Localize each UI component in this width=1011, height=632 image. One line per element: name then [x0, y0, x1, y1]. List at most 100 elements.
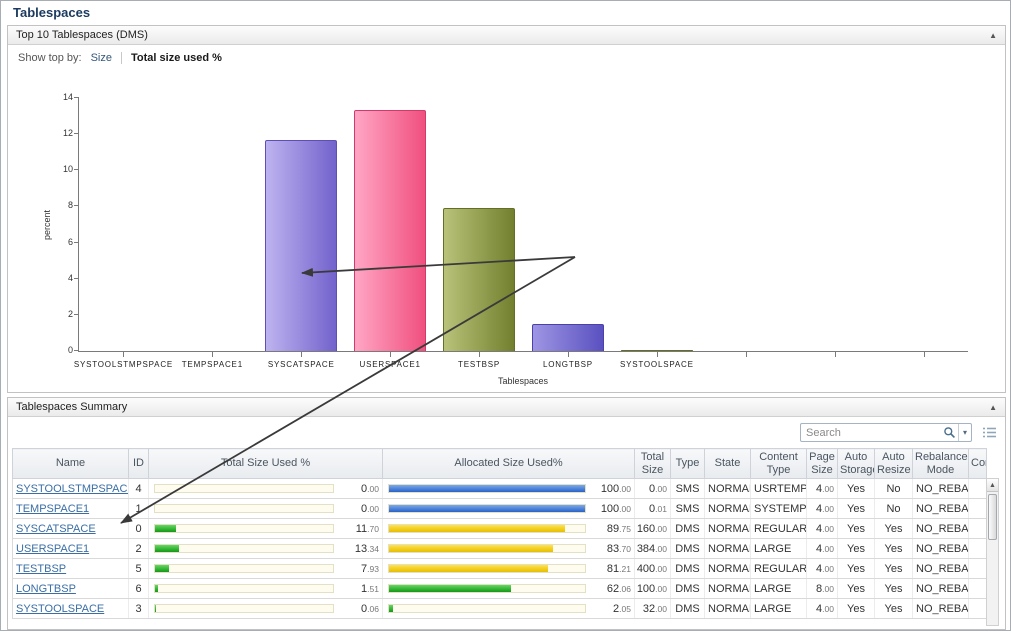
table-toolbar: ▾ [8, 417, 1005, 448]
cell-content_type: SYSTEMP [750, 498, 807, 519]
table-row[interactable]: SYSTOOLSTMPSPACE 4 0.00 100.00 0.00 SMS NORMAL… [12, 478, 987, 499]
cell-auto_resize: No [874, 498, 913, 519]
tablespace-link[interactable]: TEMPSPACE1 [16, 502, 90, 515]
column-header-type[interactable]: Type [670, 448, 705, 479]
tablespaces-table: Name ID Total Size Used % Allocated Size Us… [12, 448, 987, 619]
cell-total_size_used_pct: 0.00 [148, 498, 383, 519]
chart-bar-syscatspace[interactable] [265, 139, 338, 351]
y-tick-label: 8 [67, 200, 73, 211]
chart-bar-systoolspace[interactable] [620, 349, 693, 351]
cell-id: 6 [128, 578, 149, 599]
bar-track [154, 504, 334, 513]
top10-panel: Top 10 Tablespaces (DMS) ▲ Show top by: … [7, 25, 1006, 393]
cell-con [968, 558, 987, 579]
search-input[interactable] [801, 426, 941, 439]
cell-id: 0 [128, 518, 149, 539]
table-row[interactable]: USERSPACE1 2 13.34 83.70 384.00 DMS NORMAL LARG… [12, 538, 987, 559]
cell-auto_resize: Yes [874, 578, 913, 599]
chart-bar-longtbsp[interactable] [531, 323, 604, 351]
vertical-scrollbar[interactable]: ▲ [986, 478, 999, 626]
x-tick-mark [390, 352, 392, 357]
show-top-by-total-used-option[interactable]: Total size used % [131, 51, 222, 64]
scroll-up-icon[interactable]: ▲ [987, 479, 998, 492]
bar-value: 1.51 [361, 582, 379, 595]
x-tick-label: USERSPACE1 [359, 360, 421, 369]
bar-fill [389, 565, 549, 572]
search-options-caret-icon[interactable]: ▾ [957, 424, 971, 441]
bar-fill [389, 605, 394, 612]
column-header-page_size[interactable]: Page Size [806, 448, 838, 479]
cell-state: NORMAL [704, 498, 751, 519]
cell-content_type: LARGE [750, 538, 807, 559]
cell-con [968, 478, 987, 499]
cell-type: SMS [670, 478, 705, 499]
cell-page_size: 4.00 [806, 478, 838, 499]
bar-value: 2.05 [613, 602, 631, 615]
column-header-content_type[interactable]: Content Type [750, 448, 807, 479]
tablespace-link[interactable]: USERSPACE1 [16, 542, 90, 555]
cell-content_type: REGULAR [750, 558, 807, 579]
cell-id: 2 [128, 538, 149, 559]
column-header-total_size_used_pct[interactable]: Total Size Used % [148, 448, 383, 479]
cell-auto_resize: Yes [874, 538, 913, 559]
x-tick-mark [656, 352, 658, 357]
column-header-rebalancer_mode[interactable]: Rebalancer Mode [912, 448, 969, 479]
cell-auto_storage: Yes [837, 558, 875, 579]
bar-value: 89.75 [606, 522, 631, 535]
tablespace-link[interactable]: SYSTOOLSPACE [16, 602, 105, 615]
cell-id: 5 [128, 558, 149, 579]
x-tick-mark [301, 352, 303, 357]
cell-content_type: USRTEMP [750, 478, 807, 499]
cell-total_size: 100.00 [634, 578, 671, 599]
bar-value: 13.34 [354, 542, 379, 555]
tablespace-link[interactable]: SYSTOOLSTMPSPACE [16, 482, 129, 495]
cell-total_size: 384.00 [634, 538, 671, 559]
column-header-auto_resize[interactable]: Auto Resize [874, 448, 913, 479]
column-header-state[interactable]: State [704, 448, 751, 479]
collapse-panel-icon[interactable]: ▲ [989, 402, 997, 412]
table-row[interactable]: LONGTBSP 6 1.51 62.06 100.00 DMS NORMAL LARGE 8.… [12, 578, 987, 599]
x-axis-title: Tablespaces [497, 376, 549, 386]
search-icon[interactable] [941, 426, 958, 439]
show-top-by-size-option[interactable]: Size [90, 51, 112, 64]
cell-con [968, 498, 987, 519]
cell-state: NORMAL [704, 478, 751, 499]
cell-auto_storage: Yes [837, 578, 875, 599]
cell-auto_resize: Yes [874, 558, 913, 579]
collapse-panel-icon[interactable]: ▲ [989, 30, 997, 40]
cell-state: NORMAL [704, 598, 751, 619]
cell-allocated_size_used_pct: 100.00 [382, 498, 635, 519]
cell-total_size_used_pct: 7.93 [148, 558, 383, 579]
column-header-total_size[interactable]: Total Size [634, 448, 671, 479]
table-row[interactable]: SYSCATSPACE 0 11.70 89.75 160.00 DMS NORMAL REG… [12, 518, 987, 539]
column-header-allocated_size_used_pct[interactable]: Allocated Size Used% [382, 448, 635, 479]
cell-auto_storage: Yes [837, 498, 875, 519]
column-header-auto_storage[interactable]: Auto Storage [837, 448, 875, 479]
chart-bar-userspace1[interactable] [354, 109, 427, 351]
x-tick-mark [567, 352, 569, 357]
table-row[interactable]: TEMPSPACE1 1 0.00 100.00 0.01 SMS NORMAL SYSTEM… [12, 498, 987, 519]
y-tick-mark [74, 313, 79, 315]
tablespace-link[interactable]: SYSCATSPACE [16, 522, 96, 535]
column-header-name[interactable]: Name [12, 448, 129, 479]
scroll-thumb[interactable] [988, 494, 997, 540]
tablespace-link[interactable]: LONGTBSP [16, 582, 76, 595]
column-header-con[interactable]: Con [968, 448, 987, 479]
cell-state: NORMAL [704, 558, 751, 579]
table-row[interactable]: SYSTOOLSPACE 3 0.06 2.05 32.00 DMS NORMAL LARGE… [12, 598, 987, 619]
cell-total_size: 400.00 [634, 558, 671, 579]
table-row[interactable]: TESTBSP 5 7.93 81.21 400.00 DMS NORMAL REGULAR 4… [12, 558, 987, 579]
table-customizer-icon[interactable] [982, 426, 997, 439]
cell-name: LONGTBSP [12, 578, 129, 599]
column-header-id[interactable]: ID [128, 448, 149, 479]
y-tick-label: 6 [67, 236, 73, 247]
tablespace-link[interactable]: TESTBSP [16, 562, 67, 575]
cell-con [968, 518, 987, 539]
cell-allocated_size_used_pct: 100.00 [382, 478, 635, 499]
search-box: ▾ [800, 423, 972, 442]
bar-value: 11.70 [355, 522, 379, 535]
chart-bar-testbsp[interactable] [443, 207, 516, 351]
y-tick-mark [74, 169, 79, 171]
